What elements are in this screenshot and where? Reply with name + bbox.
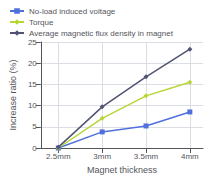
- svg-text:4mm: 4mm: [181, 152, 199, 161]
- svg-text:5: 5: [32, 122, 37, 131]
- svg-text:Torque: Torque: [29, 18, 54, 27]
- svg-text:0: 0: [32, 144, 37, 153]
- svg-text:No-load induced voltage: No-load induced voltage: [29, 7, 116, 16]
- svg-text:15: 15: [28, 80, 37, 89]
- svg-text:3.5mm: 3.5mm: [134, 152, 159, 161]
- svg-text:25: 25: [28, 38, 37, 47]
- svg-text:Magnet thickness: Magnet thickness: [87, 165, 158, 175]
- svg-text:Average magnetic flux density: Average magnetic flux density in magnet: [29, 29, 174, 38]
- svg-text:20: 20: [28, 59, 37, 68]
- svg-text:2.5mm: 2.5mm: [46, 152, 71, 161]
- svg-text:10: 10: [28, 101, 37, 110]
- svg-text:Increase ratio (%): Increase ratio (%): [8, 59, 18, 130]
- svg-text:3mm: 3mm: [93, 152, 111, 161]
